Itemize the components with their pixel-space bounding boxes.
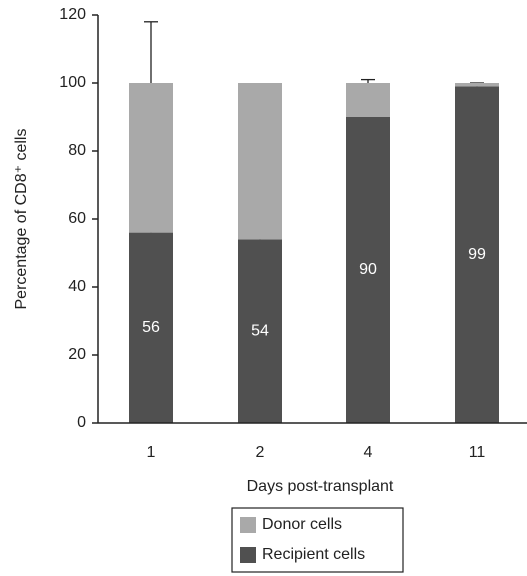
value-label: 99 [468,246,486,263]
x-axis-label: Days post-transplant [247,478,394,495]
x-tick-label: 4 [364,444,373,461]
bar-segment [238,239,282,423]
y-tick-label: 60 [68,210,86,227]
x-tick-label: 1 [147,444,156,461]
bar-segment [455,83,499,87]
bar-segment [129,83,173,233]
bar-segment [238,83,282,240]
value-label: 54 [251,322,269,339]
legend-swatch [240,547,256,563]
y-tick-label: 40 [68,278,86,295]
y-tick-label: 20 [68,346,86,363]
y-axis-label: Percentage of CD8⁺ cells [13,129,30,310]
bar-segment [346,83,390,117]
y-tick-label: 100 [59,74,86,91]
x-tick-label: 2 [256,444,265,461]
bar-segment [129,232,173,423]
y-tick-label: 80 [68,142,86,159]
legend-box [231,507,404,573]
value-label: 90 [359,261,377,278]
legend-swatch [240,517,256,533]
legend-label: Donor cells [262,516,342,533]
legend-label: Recipient cells [262,546,365,563]
y-tick-label: 120 [59,6,86,23]
bar-segment [455,86,499,424]
y-tick-label: 0 [77,414,86,431]
value-label: 56 [142,319,160,336]
x-tick-label: 11 [469,444,486,461]
bar-segment [346,117,390,423]
